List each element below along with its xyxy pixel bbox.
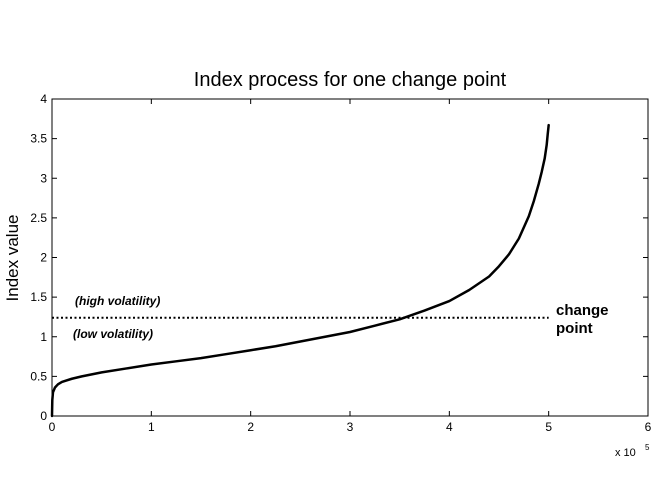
- index-series-line: [50, 123, 550, 418]
- y-tick-label: 2.5: [30, 211, 47, 225]
- y-tick-label: 3: [40, 171, 47, 185]
- x-tick-label: 1: [148, 420, 155, 434]
- annotation-high-volatility: (high volatility): [75, 294, 160, 308]
- y-axis-label: Index value: [3, 215, 22, 302]
- y-tick-label: 0.5: [30, 369, 47, 383]
- x-tick-label: 0: [49, 420, 56, 434]
- y-tick-label: 0: [40, 409, 47, 423]
- x-multiplier-exponent: 5: [645, 443, 650, 452]
- x-multiplier-text: x 10: [615, 447, 636, 459]
- y-tick-label: 1: [40, 330, 47, 344]
- x-axis-multiplier: x 10 5: [615, 443, 650, 459]
- chart-title: Index process for one change point: [194, 69, 507, 91]
- x-tick-label: 2: [247, 420, 254, 434]
- y-tick-label: 1.5: [30, 290, 47, 304]
- change-point-label-line2: point: [556, 320, 593, 337]
- y-tick-label: 2: [40, 251, 47, 265]
- annotation-low-volatility: (low volatility): [73, 327, 153, 341]
- y-tick-label: 3.5: [30, 132, 47, 146]
- axis-ticks: 0 1 2 3 4 5 6 0 0.5 1 1.5 2 2.5 3 3.5 4: [30, 92, 651, 434]
- x-tick-label: 3: [347, 420, 354, 434]
- x-tick-label: 6: [645, 420, 652, 434]
- x-tick-label: 5: [545, 420, 552, 434]
- y-tick-label: 4: [40, 92, 47, 106]
- plot-frame: [51, 98, 649, 417]
- plot-area: [50, 98, 649, 418]
- change-point-label-line1: change: [556, 302, 609, 319]
- x-tick-label: 4: [446, 420, 453, 434]
